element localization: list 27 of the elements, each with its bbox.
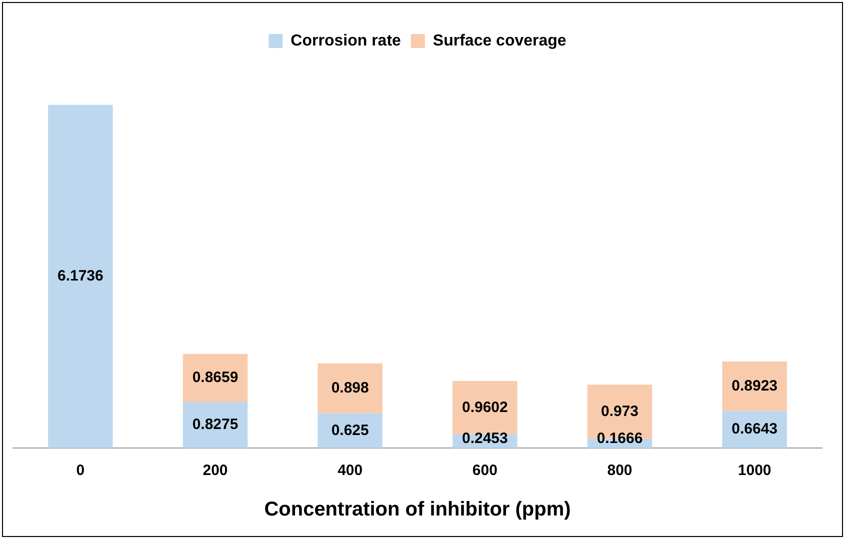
- data-label: 0.898: [331, 379, 369, 396]
- data-label: 0.8659: [192, 369, 238, 386]
- x-tick-label: 1000: [738, 462, 772, 480]
- data-label: 0.8923: [732, 377, 778, 394]
- data-label: 0.8275: [192, 416, 238, 434]
- bar: [318, 363, 382, 414]
- x-tick-label: 800: [607, 462, 632, 480]
- bar: [182, 354, 248, 402]
- data-label: 0.973: [600, 402, 639, 420]
- data-label: 0.625: [331, 422, 369, 439]
- x-tick-label: 400: [338, 462, 363, 480]
- bar: [722, 362, 787, 412]
- x-tick-label: 600: [472, 462, 498, 480]
- x-tick-label: 0: [76, 462, 85, 480]
- legend-label: Surface coverage: [432, 32, 566, 50]
- legend-label: Corrosion rate: [290, 32, 402, 50]
- data-label: 0.2453: [462, 430, 508, 448]
- data-label: 0.9602: [462, 398, 508, 416]
- data-label: 0.6643: [732, 420, 778, 438]
- bar: [318, 413, 382, 448]
- data-label: 6.1736: [57, 268, 104, 285]
- x-axis-title: Concentration of inhibitor (ppm): [264, 498, 571, 521]
- bar: [452, 381, 518, 434]
- bar: [48, 104, 113, 448]
- data-label: 0.1666: [596, 430, 643, 448]
- bar: [182, 402, 248, 448]
- x-tick-label: 200: [202, 462, 228, 480]
